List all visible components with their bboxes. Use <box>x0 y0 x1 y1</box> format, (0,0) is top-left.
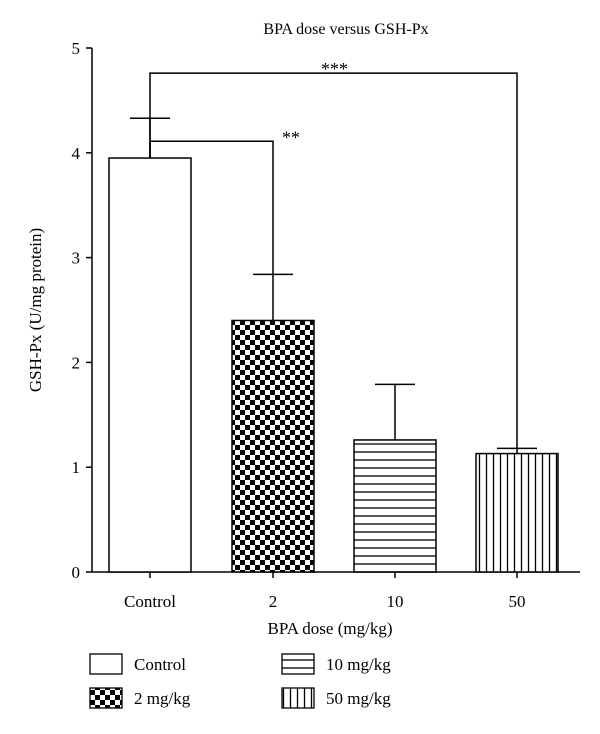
legend-item: Control <box>89 653 186 675</box>
legend-label: 50 mg/kg <box>326 689 391 708</box>
significance-brackets: ***** <box>149 59 518 449</box>
chart-title: BPA dose versus GSH-Px <box>263 21 428 38</box>
legend-swatch <box>89 687 123 709</box>
legend-label: 10 mg/kg <box>326 655 391 674</box>
x-axis: Control 2 10 50 <box>92 571 580 611</box>
legend-swatch <box>281 687 315 709</box>
x-tick-label: Control <box>124 592 176 611</box>
legend-item: 50 mg/kg <box>281 687 391 709</box>
y-tick-label: 4 <box>72 144 81 163</box>
legend: Control 10 mg/kg 2 mg/kg 50 mg/kg <box>89 653 391 709</box>
legend-swatch <box>281 653 315 675</box>
legend-label: 2 mg/kg <box>134 689 191 708</box>
x-tick-label: 50 <box>509 592 526 611</box>
legend-swatch <box>89 653 123 675</box>
legend-label: Control <box>134 655 186 674</box>
x-tick-label: 2 <box>269 592 278 611</box>
y-tick-label: 0 <box>72 563 81 582</box>
y-tick-label: 1 <box>72 458 81 477</box>
y-tick-label: 2 <box>72 353 81 372</box>
y-axis: 0 1 2 3 4 5 <box>72 39 93 582</box>
legend-item: 2 mg/kg <box>89 687 191 709</box>
bar-50 <box>475 452 559 573</box>
significance-bracket <box>149 72 518 449</box>
significance-label: *** <box>321 59 348 79</box>
legend-item: 10 mg/kg <box>281 653 391 675</box>
bar-10 <box>353 439 437 573</box>
y-tick-label: 5 <box>72 39 81 58</box>
bar-control <box>108 157 192 573</box>
bar-2 <box>231 319 315 573</box>
bars <box>108 157 559 573</box>
x-axis-label: BPA dose (mg/kg) <box>267 619 392 638</box>
y-tick-label: 3 <box>72 249 81 268</box>
significance-label: ** <box>282 127 300 147</box>
y-axis-label: GSH-Px (U/mg protein) <box>26 228 45 392</box>
x-tick-label: 10 <box>387 592 404 611</box>
